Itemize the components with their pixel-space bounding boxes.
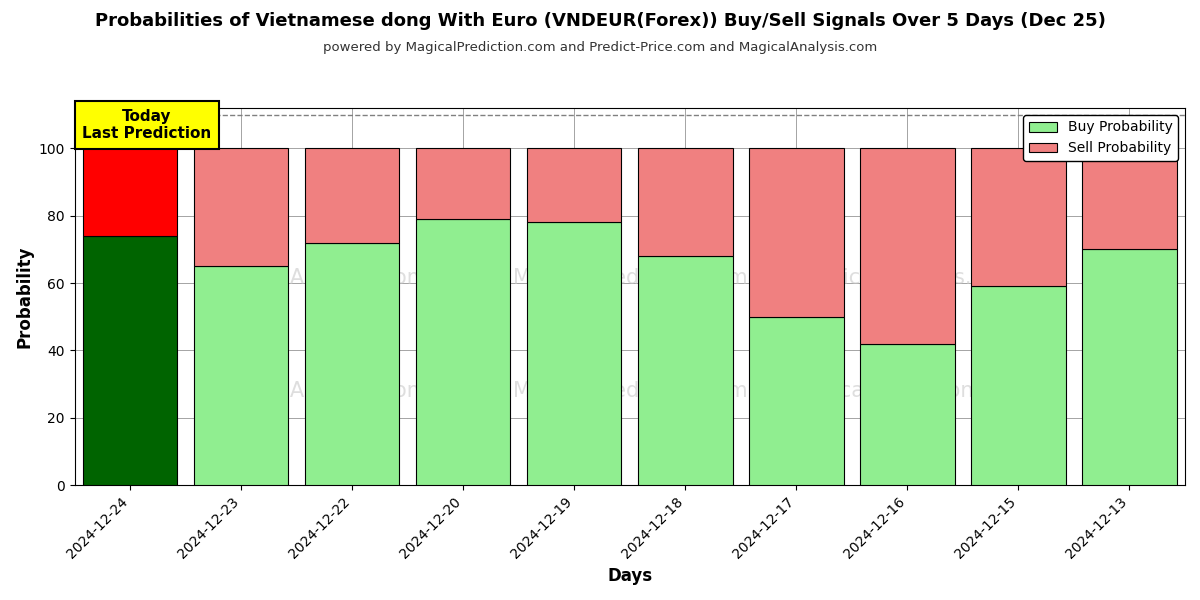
- Bar: [1082, 250, 1177, 485]
- Bar: [971, 148, 1066, 286]
- Text: MagicalAnalysis.com: MagicalAnalysis.com: [210, 268, 427, 288]
- Text: Probabilities of Vietnamese dong With Euro (VNDEUR(Forex)) Buy/Sell Signals Over: Probabilities of Vietnamese dong With Eu…: [95, 12, 1105, 30]
- Bar: [83, 148, 178, 236]
- Text: MagicalPrediction.com: MagicalPrediction.com: [512, 268, 748, 288]
- Bar: [527, 148, 622, 223]
- Text: MagicalAnalysis.com: MagicalAnalysis.com: [210, 381, 427, 401]
- Bar: [1082, 148, 1177, 250]
- X-axis label: Days: Days: [607, 567, 653, 585]
- Bar: [860, 344, 955, 485]
- Bar: [971, 286, 1066, 485]
- Legend: Buy Probability, Sell Probability: Buy Probability, Sell Probability: [1024, 115, 1178, 161]
- Text: MagicalAnalysis.com: MagicalAnalysis.com: [799, 268, 1016, 288]
- Bar: [638, 256, 732, 485]
- Text: Today
Last Prediction: Today Last Prediction: [83, 109, 211, 141]
- Bar: [527, 223, 622, 485]
- Y-axis label: Probability: Probability: [16, 245, 34, 348]
- Bar: [638, 148, 732, 256]
- Bar: [305, 148, 400, 243]
- Text: MagicalPrediction.com: MagicalPrediction.com: [790, 381, 1025, 401]
- Bar: [860, 148, 955, 344]
- Bar: [305, 243, 400, 485]
- Bar: [416, 148, 510, 219]
- Text: MagicalPrediction.com: MagicalPrediction.com: [512, 381, 748, 401]
- Bar: [194, 148, 288, 266]
- Bar: [749, 148, 844, 317]
- Bar: [416, 219, 510, 485]
- Bar: [83, 236, 178, 485]
- Text: powered by MagicalPrediction.com and Predict-Price.com and MagicalAnalysis.com: powered by MagicalPrediction.com and Pre…: [323, 41, 877, 54]
- Bar: [749, 317, 844, 485]
- Bar: [194, 266, 288, 485]
